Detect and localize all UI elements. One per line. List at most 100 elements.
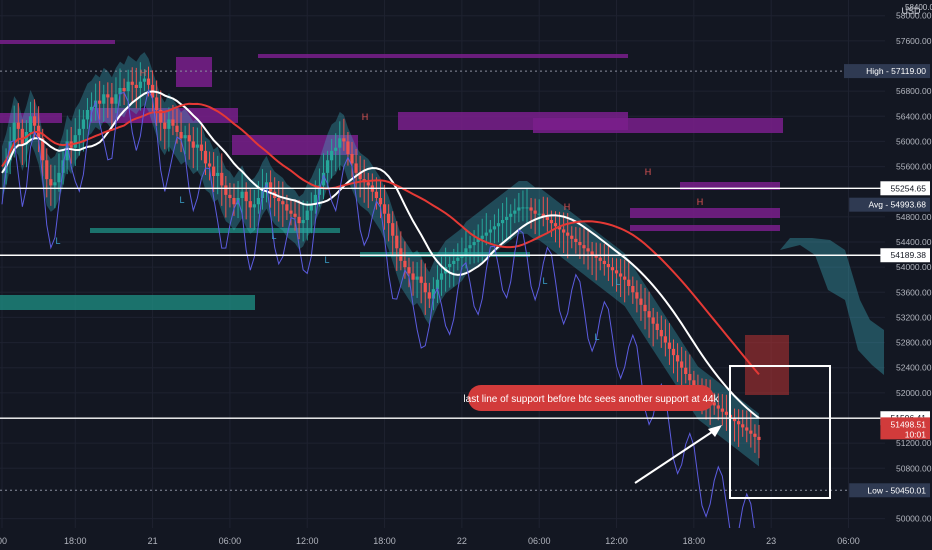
candle-body: [366, 182, 370, 186]
candle-body: [346, 141, 350, 154]
price-label-box: [880, 417, 930, 440]
candle-body: [541, 213, 545, 217]
arrow-head: [708, 425, 722, 437]
supply-zone: [258, 54, 628, 58]
candle-body: [403, 260, 407, 268]
swing-high-marker: H: [362, 112, 369, 122]
candle-body: [358, 172, 362, 180]
candle-body: [85, 110, 90, 120]
price-label-subtext: 10:01: [905, 429, 927, 439]
candle-body: [480, 235, 484, 239]
annotation-group: last line of support before btc sees ano…: [55, 68, 831, 499]
x-tick-label: 06:00: [219, 536, 242, 546]
candle-body: [533, 210, 537, 214]
y-tick-label: 54000.00: [896, 262, 932, 272]
candle-body: [203, 150, 208, 164]
candle-body: [382, 204, 387, 214]
price-label-box: [880, 248, 930, 263]
candle-body: [207, 163, 212, 167]
candle-body: [338, 138, 342, 148]
candle-body: [167, 119, 171, 129]
x-tick-label: 22: [457, 536, 467, 546]
swing-high-marker: H: [564, 202, 571, 212]
x-tick-label: 18:00: [373, 536, 396, 546]
candle-body: [456, 257, 460, 261]
candle-body: [598, 257, 602, 261]
y-tick-label: 53600.00: [896, 287, 932, 297]
x-tick-label: 18:00: [64, 536, 87, 546]
candle-body: [98, 100, 102, 104]
candle-body: [492, 226, 497, 230]
x-tick-label: 06:00: [528, 536, 551, 546]
candle-body: [248, 201, 252, 208]
price-label-text: 55254.65: [891, 183, 927, 193]
candle-body: [545, 216, 549, 220]
candle-body: [387, 213, 391, 224]
candle-body: [737, 421, 741, 425]
candle-body: [407, 267, 411, 274]
price-label-box: [849, 483, 930, 498]
candle-body: [16, 122, 20, 129]
candle-body: [570, 235, 574, 239]
candle-body: [195, 144, 199, 148]
candle-body: [293, 213, 297, 217]
axis-background: [885, 0, 932, 550]
y-tick-label: 54800.00: [896, 212, 932, 222]
candle-body: [635, 292, 639, 299]
candle-body: [126, 81, 130, 92]
candle-body: [155, 97, 159, 110]
candle-body: [749, 430, 753, 434]
candle-body: [171, 119, 175, 126]
candle-body: [81, 119, 85, 129]
candle-body: [252, 204, 256, 208]
candle-body: [297, 216, 301, 224]
demand-zone: [360, 252, 530, 257]
price-label-text: 54189.38: [891, 250, 927, 260]
candle-body: [423, 282, 427, 293]
candle-body: [12, 122, 16, 142]
candle-body: [374, 191, 379, 198]
candle-body: [439, 273, 444, 280]
swing-low-marker: L: [615, 277, 620, 287]
candle-body: [521, 207, 525, 209]
candle-body: [199, 144, 204, 151]
candle-body: [688, 374, 692, 381]
candle-body: [513, 210, 517, 214]
candle-body: [745, 427, 749, 431]
candle-body: [354, 163, 358, 173]
candle-body: [431, 289, 435, 299]
candle-body: [488, 229, 492, 233]
swing-high-marker: H: [645, 167, 652, 177]
candle-body: [77, 128, 81, 136]
candle-body: [509, 213, 513, 217]
grid-lines: [0, 0, 885, 528]
candle-body: [562, 229, 566, 233]
candle-body: [590, 251, 594, 255]
candle-body: [500, 220, 505, 224]
candle-body: [65, 141, 69, 161]
y-tick-label: 50000.00: [896, 514, 932, 524]
candle-body: [549, 220, 554, 224]
candle-body: [110, 97, 114, 104]
price-label-box: [880, 181, 930, 196]
demand-zone: [0, 295, 255, 310]
supply-zone: [0, 40, 115, 44]
time-axis: 00 18:00 21 06:00 12:00 18:00 22 06:00 12:00 18:0…: [0, 528, 885, 550]
candle-body: [224, 185, 228, 195]
supply-zone: [680, 182, 780, 190]
candle-body: [684, 367, 688, 374]
candle-body: [395, 235, 399, 249]
candle-body: [277, 198, 281, 202]
cloud-band: [2, 52, 759, 467]
demand-zone: [90, 228, 340, 233]
candle-body: [724, 411, 729, 415]
candle-body: [415, 276, 419, 280]
swing-low-marker: L: [179, 195, 184, 205]
candle-body: [427, 292, 431, 299]
candle-body: [244, 191, 248, 202]
supply-zone: [90, 108, 238, 123]
candle-body: [321, 172, 326, 186]
candle-body: [741, 424, 745, 428]
y-tick-label: 53200.00: [896, 312, 932, 322]
